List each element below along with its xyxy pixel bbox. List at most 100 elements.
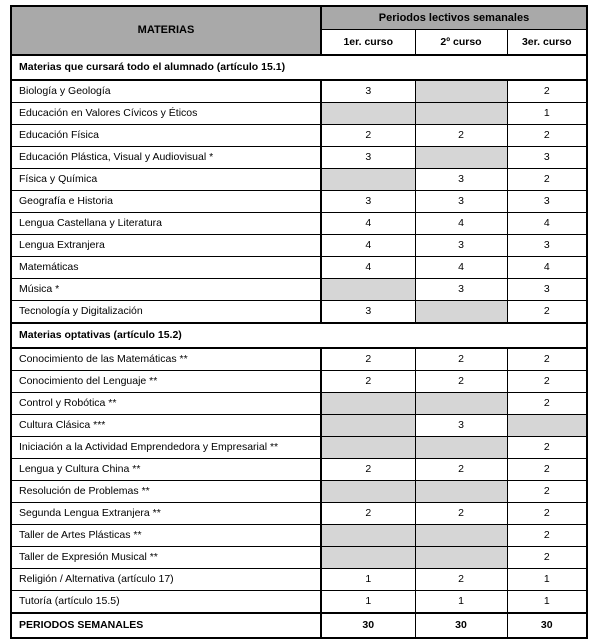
- periods-cell-1er-curso: [320, 524, 416, 547]
- table-row: Lengua Extranjera 4 3 3: [10, 234, 588, 257]
- table-row: Tutoría (artículo 15.5) 1 1 1: [10, 590, 588, 614]
- column-header-periodos-lectivos-semanales: Periodos lectivos semanales: [320, 5, 588, 30]
- total-periods-1: 30: [320, 612, 416, 639]
- periods-cell-1er-curso: 2: [320, 124, 416, 147]
- table-row: Física y Química 3 2: [10, 168, 588, 191]
- table-row: Matemáticas 4 4 4: [10, 256, 588, 279]
- periods-cell-3er-curso: 3: [506, 278, 588, 301]
- periods-cell-2o-curso: [414, 102, 508, 125]
- total-label: PERIODOS SEMANALES: [10, 612, 322, 639]
- periods-cell-3er-curso: 2: [506, 392, 588, 415]
- periods-cell-2o-curso: 2: [414, 124, 508, 147]
- periods-cell-2o-curso: 2: [414, 458, 508, 481]
- table-row: Control y Robótica ** 2: [10, 392, 588, 415]
- curriculum-table-container: MATERIAS Periodos lectivos semanales 1er…: [10, 5, 589, 639]
- table-row: Lengua y Cultura China ** 2 2 2: [10, 458, 588, 481]
- periods-cell-1er-curso: 3: [320, 79, 416, 103]
- periods-cell-1er-curso: 2: [320, 458, 416, 481]
- periods-cell-3er-curso: 2: [506, 370, 588, 393]
- column-header-3er-curso: 3er. curso: [506, 29, 588, 56]
- periods-cell-3er-curso: 4: [506, 212, 588, 235]
- periods-cell-2o-curso: 2: [414, 370, 508, 393]
- total-row: PERIODOS SEMANALES 30 30 30: [10, 612, 588, 639]
- table-body: Materias que cursará todo el alumnado (a…: [10, 54, 588, 639]
- periods-cell-3er-curso: 3: [506, 190, 588, 213]
- subject-name-cell: Música *: [10, 278, 322, 301]
- table-row: Taller de Expresión Musical ** 2: [10, 546, 588, 569]
- periods-cell-1er-curso: 2: [320, 370, 416, 393]
- periods-cell-3er-curso: 3: [506, 146, 588, 169]
- periods-cell-3er-curso: 1: [506, 568, 588, 591]
- subject-name-cell: Lengua y Cultura China **: [10, 458, 322, 481]
- periods-cell-3er-curso: 2: [506, 436, 588, 459]
- subject-name-cell: Conocimiento de las Matemáticas **: [10, 347, 322, 371]
- periods-cell-1er-curso: 4: [320, 212, 416, 235]
- periods-cell-3er-curso: 2: [506, 347, 588, 371]
- periods-cell-3er-curso: 2: [506, 546, 588, 569]
- periods-cell-1er-curso: 3: [320, 300, 416, 324]
- periods-cell-1er-curso: 4: [320, 234, 416, 257]
- subject-name-cell: Resolución de Problemas **: [10, 480, 322, 503]
- periods-cell-2o-curso: [414, 392, 508, 415]
- periods-cell-1er-curso: [320, 392, 416, 415]
- table-row: Geografía e Historia 3 3 3: [10, 190, 588, 213]
- periods-cell-2o-curso: 3: [414, 234, 508, 257]
- periods-cell-2o-curso: [414, 146, 508, 169]
- periods-cell-1er-curso: [320, 546, 416, 569]
- periods-cell-2o-curso: 3: [414, 168, 508, 191]
- periods-cell-3er-curso: 4: [506, 256, 588, 279]
- table-row: Biología y Geología 3 2: [10, 79, 588, 103]
- periods-cell-3er-curso: [506, 414, 588, 437]
- periods-cell-2o-curso: 4: [414, 212, 508, 235]
- table-row: Cultura Clásica *** 3: [10, 414, 588, 437]
- total-periods-2: 30: [414, 612, 508, 639]
- periods-cell-2o-curso: 2: [414, 568, 508, 591]
- table-header: MATERIAS Periodos lectivos semanales 1er…: [10, 5, 588, 56]
- periods-cell-2o-curso: [414, 546, 508, 569]
- subject-name-cell: Lengua Extranjera: [10, 234, 322, 257]
- column-header-2o-curso: 2º curso: [414, 29, 508, 56]
- subject-name-cell: Lengua Castellana y Literatura: [10, 212, 322, 235]
- periods-cell-1er-curso: 3: [320, 146, 416, 169]
- subject-name-cell: Educación en Valores Cívicos y Éticos: [10, 102, 322, 125]
- subject-name-cell: Geografía e Historia: [10, 190, 322, 213]
- periods-cell-1er-curso: [320, 480, 416, 503]
- periods-cell-2o-curso: 2: [414, 502, 508, 525]
- periods-cell-1er-curso: [320, 436, 416, 459]
- subject-name-cell: Tutoría (artículo 15.5): [10, 590, 322, 614]
- table-row: Resolución de Problemas ** 2: [10, 480, 588, 503]
- periods-cell-1er-curso: 4: [320, 256, 416, 279]
- periods-cell-3er-curso: 2: [506, 502, 588, 525]
- table-row: Tecnología y Digitalización 3 2: [10, 300, 588, 324]
- subject-name-cell: Control y Robótica **: [10, 392, 322, 415]
- periods-cell-1er-curso: 3: [320, 190, 416, 213]
- section-title: Materias optativas (artículo 15.2): [10, 322, 588, 349]
- section-header-row: Materias que cursará todo el alumnado (a…: [10, 54, 588, 81]
- subject-name-cell: Biología y Geología: [10, 79, 322, 103]
- periods-cell-3er-curso: 1: [506, 102, 588, 125]
- total-periods-3: 30: [506, 612, 588, 639]
- periods-cell-3er-curso: 2: [506, 124, 588, 147]
- table-row: Religión / Alternativa (artículo 17) 1 2 1: [10, 568, 588, 591]
- subject-name-cell: Iniciación a la Actividad Emprendedora y…: [10, 436, 322, 459]
- table-row: Segunda Lengua Extranjera ** 2 2 2: [10, 502, 588, 525]
- column-header-1er-curso: 1er. curso: [320, 29, 416, 56]
- table-row: Taller de Artes Plásticas ** 2: [10, 524, 588, 547]
- periods-cell-1er-curso: [320, 414, 416, 437]
- table-row: Educación en Valores Cívicos y Éticos 1: [10, 102, 588, 125]
- periods-cell-2o-curso: 1: [414, 590, 508, 614]
- section-header-row: Materias optativas (artículo 15.2): [10, 322, 588, 349]
- table-row: Conocimiento del Lenguaje ** 2 2 2: [10, 370, 588, 393]
- periods-cell-1er-curso: 2: [320, 347, 416, 371]
- table-row: Educación Física 2 2 2: [10, 124, 588, 147]
- periods-cell-2o-curso: 3: [414, 190, 508, 213]
- periods-cell-1er-curso: 1: [320, 568, 416, 591]
- periods-cell-2o-curso: 3: [414, 278, 508, 301]
- periods-cell-2o-curso: 2: [414, 347, 508, 371]
- periods-cell-3er-curso: 2: [506, 79, 588, 103]
- periods-cell-1er-curso: [320, 102, 416, 125]
- periods-cell-2o-curso: [414, 480, 508, 503]
- periods-cell-2o-curso: [414, 300, 508, 324]
- column-header-materias: MATERIAS: [10, 5, 322, 56]
- subject-name-cell: Segunda Lengua Extranjera **: [10, 502, 322, 525]
